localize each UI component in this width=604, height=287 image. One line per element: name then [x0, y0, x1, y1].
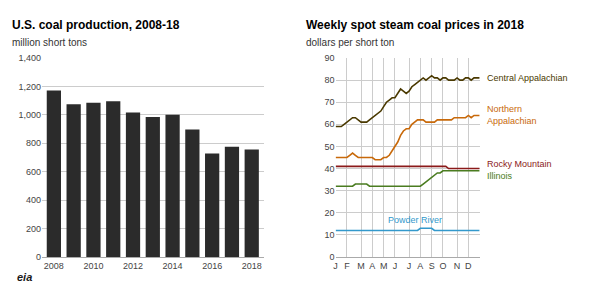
- svg-text:400: 400: [26, 195, 41, 205]
- svg-text:J: J: [407, 261, 412, 271]
- svg-text:S: S: [429, 261, 435, 271]
- svg-text:N: N: [454, 261, 461, 271]
- svg-text:1,400: 1,400: [18, 53, 41, 63]
- svg-text:1,000: 1,000: [18, 110, 41, 120]
- svg-text:0: 0: [330, 252, 335, 262]
- svg-text:2010: 2010: [83, 261, 103, 271]
- svg-text:800: 800: [26, 138, 41, 148]
- svg-text:1,200: 1,200: [18, 82, 41, 92]
- svg-text:million short tons: million short tons: [12, 37, 87, 48]
- svg-text:2008: 2008: [44, 261, 64, 271]
- svg-text:20: 20: [325, 208, 335, 218]
- svg-text:70: 70: [325, 97, 335, 107]
- svg-text:J: J: [333, 261, 338, 271]
- svg-text:Powder River: Powder River: [388, 215, 442, 225]
- svg-text:90: 90: [325, 53, 335, 63]
- svg-text:NorthernAppalachian: NorthernAppalachian: [487, 104, 537, 126]
- svg-text:2018: 2018: [242, 261, 262, 271]
- svg-text:J: J: [393, 261, 398, 271]
- svg-text:Rocky Mountain: Rocky Mountain: [487, 159, 552, 169]
- svg-text:Weekly spot steam coal prices: Weekly spot steam coal prices in 2018: [306, 18, 524, 32]
- svg-text:10: 10: [325, 230, 335, 240]
- svg-text:O: O: [439, 261, 446, 271]
- svg-text:2016: 2016: [202, 261, 222, 271]
- svg-text:M: M: [357, 261, 365, 271]
- svg-text:A: A: [417, 261, 423, 271]
- svg-text:30: 30: [325, 186, 335, 196]
- svg-text:80: 80: [325, 75, 335, 85]
- svg-text:0: 0: [36, 252, 41, 262]
- svg-text:2012: 2012: [123, 261, 143, 271]
- svg-text:50: 50: [325, 142, 335, 152]
- svg-text:600: 600: [26, 167, 41, 177]
- svg-text:D: D: [465, 261, 472, 271]
- svg-text:60: 60: [325, 119, 335, 129]
- svg-text:200: 200: [26, 224, 41, 234]
- svg-text:Illinois: Illinois: [487, 171, 513, 181]
- svg-text:Central Appalachian: Central Appalachian: [487, 73, 568, 83]
- svg-text:M: M: [380, 261, 388, 271]
- svg-text:eia: eia: [17, 271, 32, 283]
- svg-text:U.S. coal production, 2008-18: U.S. coal production, 2008-18: [12, 18, 180, 32]
- svg-text:2014: 2014: [163, 261, 183, 271]
- svg-text:F: F: [344, 261, 350, 271]
- svg-text:40: 40: [325, 164, 335, 174]
- svg-text:A: A: [369, 261, 375, 271]
- svg-text:dollars per short ton: dollars per short ton: [306, 37, 394, 48]
